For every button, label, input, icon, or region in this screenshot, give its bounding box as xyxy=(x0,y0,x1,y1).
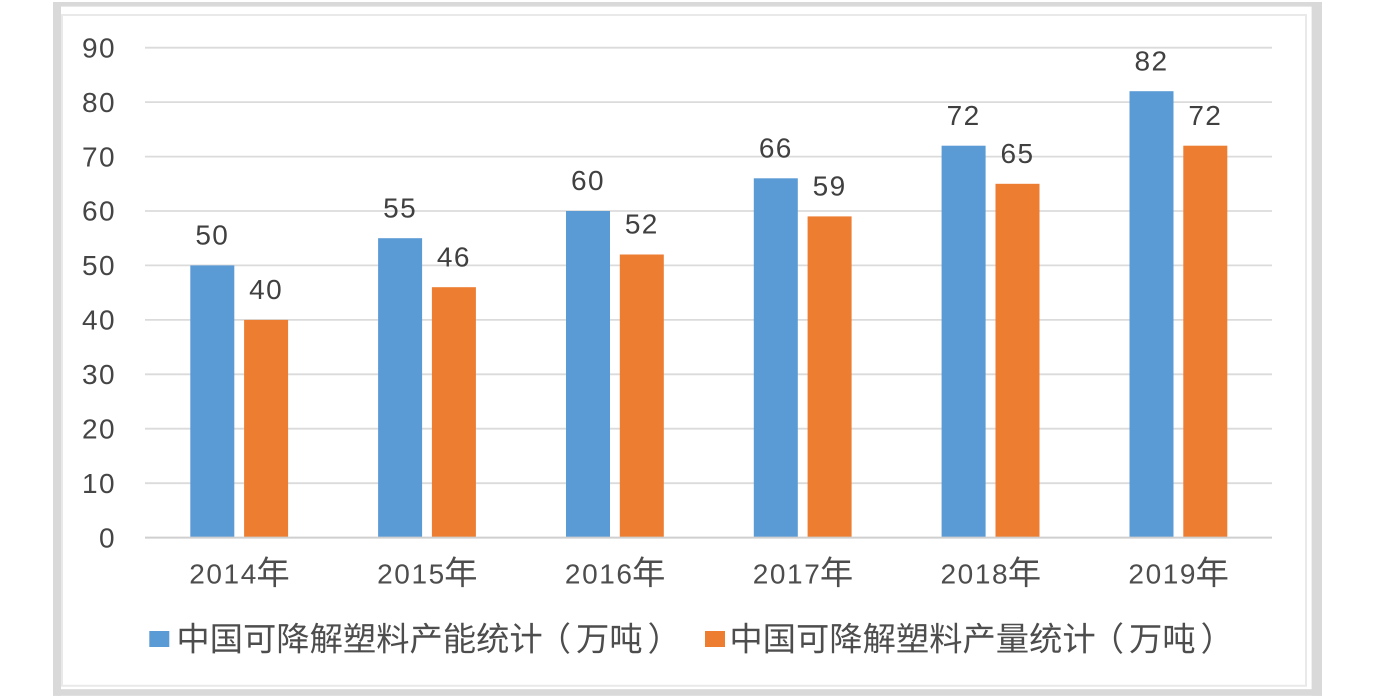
svg-text:2019: 2019 xyxy=(1128,559,1197,590)
svg-text:82: 82 xyxy=(1135,45,1169,76)
svg-text:40: 40 xyxy=(249,274,283,305)
svg-text:0: 0 xyxy=(99,522,116,553)
svg-text:46: 46 xyxy=(437,241,471,272)
svg-text:59: 59 xyxy=(813,171,847,202)
svg-text:72: 72 xyxy=(947,100,981,131)
svg-text:60: 60 xyxy=(82,196,116,227)
svg-text:52: 52 xyxy=(625,209,659,240)
svg-text:72: 72 xyxy=(1188,100,1222,131)
svg-text:2014: 2014 xyxy=(189,559,258,590)
svg-text:70: 70 xyxy=(82,141,116,172)
svg-text:2015: 2015 xyxy=(377,559,446,590)
svg-text:10: 10 xyxy=(82,468,116,499)
svg-text:60: 60 xyxy=(571,165,605,196)
svg-text:55: 55 xyxy=(383,192,417,223)
svg-text:50: 50 xyxy=(195,220,229,251)
svg-text:2018: 2018 xyxy=(940,559,1009,590)
svg-text:65: 65 xyxy=(1001,138,1035,169)
svg-text:90: 90 xyxy=(82,32,116,63)
svg-text:2016: 2016 xyxy=(565,559,634,590)
svg-text:66: 66 xyxy=(759,133,793,164)
svg-text:20: 20 xyxy=(82,413,116,444)
svg-text:30: 30 xyxy=(82,359,116,390)
svg-text:50: 50 xyxy=(82,250,116,281)
svg-text:80: 80 xyxy=(82,87,116,118)
svg-text:40: 40 xyxy=(82,305,116,336)
svg-text:2017: 2017 xyxy=(753,559,822,590)
